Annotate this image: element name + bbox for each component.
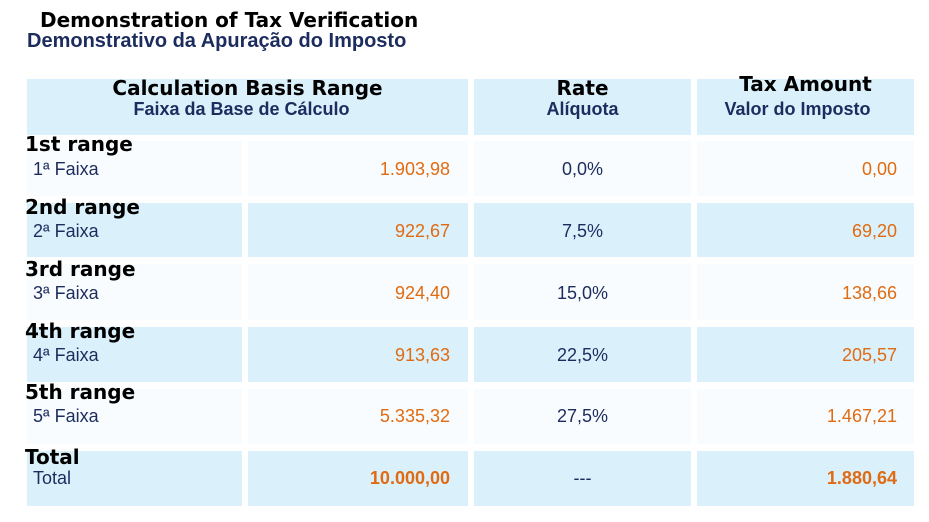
total-rate-value: ---	[573, 468, 592, 488]
row-base-value: 5.335,32	[379, 406, 450, 426]
header-rate-cell: Rate Alíquota	[474, 76, 691, 135]
header-rate-en: Rate	[556, 76, 609, 100]
row-tax-cell	[697, 141, 914, 196]
page-title: Demonstration of Tax Verification	[40, 8, 419, 32]
header-tax-en: Tax Amount	[739, 72, 872, 96]
total-label-en: Total	[25, 445, 80, 469]
row-label-cell	[27, 327, 242, 382]
row-base-cell	[248, 389, 468, 444]
row-label-pt: 5ª Faixa	[33, 406, 99, 426]
header-rate-pt: Alíquota	[546, 99, 619, 119]
row-tax-cell	[697, 203, 914, 257]
row-label-pt: 2ª Faixa	[33, 221, 99, 241]
row-label-cell	[27, 203, 242, 257]
row-base-value: 924,40	[394, 283, 450, 303]
row-tax-cell	[697, 264, 914, 320]
table-row: 5th range 5ª Faixa 5.335,32 27,5% 1.467,…	[0, 380, 929, 444]
total-tax-cell	[697, 451, 914, 506]
row-label-en: 4th range	[25, 319, 136, 343]
header-range-en: Calculation Basis Range	[112, 76, 383, 100]
row-label-en: 5th range	[25, 380, 136, 404]
row-rate-value: 27,5%	[556, 406, 609, 426]
row-label-pt: 3ª Faixa	[33, 283, 99, 303]
total-label-pt: Total	[33, 468, 72, 488]
row-tax-value: 138,66	[841, 283, 897, 303]
header-tax-cell: Tax Amount Valor do Imposto	[697, 72, 914, 135]
row-base-cell	[248, 327, 468, 382]
row-label-en: 3rd range	[25, 257, 136, 281]
row-label-en: 1st range	[25, 132, 133, 156]
row-rate-cell	[474, 264, 691, 320]
table-row: 4th range 4ª Faixa 913,63 22,5% 205,57	[0, 319, 929, 382]
row-base-cell	[248, 203, 468, 257]
row-tax-cell	[697, 327, 914, 382]
total-tax-value: 1.880,64	[826, 468, 897, 488]
row-rate-value: 22,5%	[556, 345, 609, 365]
row-base-cell	[248, 141, 468, 196]
row-tax-cell	[697, 389, 914, 444]
header-range-pt: Faixa da Base de Cálculo	[133, 99, 350, 119]
row-rate-cell	[474, 203, 691, 257]
row-tax-value: 0,00	[861, 159, 897, 179]
total-label-cell	[27, 451, 242, 506]
page-subtitle: Demonstrativo da Apuração do Imposto	[27, 30, 407, 52]
row-label-pt: 4ª Faixa	[33, 345, 99, 365]
header-tax-pt: Valor do Imposto	[724, 99, 871, 119]
table-row: 2nd range 2ª Faixa 922,67 7,5% 69,20	[0, 195, 929, 257]
total-rate-cell	[474, 451, 691, 506]
row-base-cell	[248, 264, 468, 320]
row-rate-value: 0,0%	[561, 159, 604, 179]
row-label-pt: 1ª Faixa	[33, 159, 99, 179]
row-label-cell	[27, 141, 242, 196]
row-base-value: 922,67	[394, 221, 450, 241]
row-base-value: 913,63	[394, 345, 450, 365]
row-tax-value: 1.467,21	[826, 406, 897, 426]
row-rate-value: 15,0%	[556, 283, 609, 303]
table-total-row: Total Total 10.000,00 --- 1.880,64	[0, 445, 929, 506]
total-base-value: 10.000,00	[369, 468, 450, 488]
row-label-en: 2nd range	[25, 195, 140, 219]
row-label-cell	[27, 264, 242, 320]
row-rate-cell	[474, 327, 691, 382]
row-rate-value: 7,5%	[561, 221, 604, 241]
row-tax-value: 205,57	[841, 345, 897, 365]
header-range-cell: Calculation Basis Range Faixa da Base de…	[27, 76, 468, 135]
table-row: 1st range 1ª Faixa 1.903,98 0,0% 0,00	[0, 132, 929, 196]
table-row: 3rd range 3ª Faixa 924,40 15,0% 138,66	[0, 257, 929, 320]
row-label-cell	[27, 389, 242, 444]
row-base-value: 1.903,98	[379, 159, 450, 179]
row-rate-cell	[474, 389, 691, 444]
row-rate-cell	[474, 141, 691, 196]
total-base-cell	[248, 451, 468, 506]
row-tax-value: 69,20	[851, 221, 897, 241]
